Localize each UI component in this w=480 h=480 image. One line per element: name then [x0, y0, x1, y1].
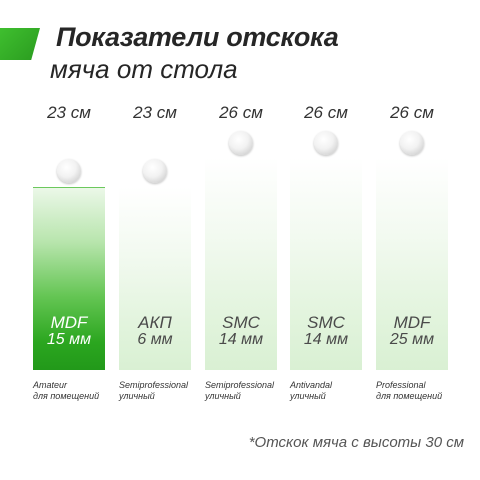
table-type-sublabel: для помещений [376, 391, 443, 401]
bounce-bar [376, 158, 448, 370]
ping-pong-ball-icon [57, 159, 81, 183]
ping-pong-ball-icon [314, 131, 338, 155]
page-title: Показатели отскока [56, 22, 339, 52]
thickness-label: 14 мм [218, 331, 264, 348]
material-label: АКП [138, 313, 172, 332]
bounce-height-label: 26 см [390, 103, 434, 122]
bounce-bar [119, 187, 191, 370]
thickness-label: 6 мм [137, 331, 173, 348]
thickness-label: 14 мм [303, 331, 349, 348]
page-subtitle: мяча от стола [50, 54, 238, 84]
table-type-sublabel: уличный [119, 391, 155, 401]
table-type-label: Semiprofessional [119, 380, 189, 390]
ping-pong-ball-icon [400, 131, 424, 155]
bounce-bar [33, 187, 105, 370]
table-type-sublabel: для помещений [33, 391, 100, 401]
bounce-height-label: 26 см [219, 103, 263, 122]
footnote: *Отскок мяча с высоты 30 см [248, 434, 464, 451]
column-3: 26 см SMC 14 мм Antivandal уличный [290, 0, 362, 480]
table-type-sublabel: уличный [205, 391, 241, 401]
bounce-height-label: 23 см [47, 103, 91, 122]
column-2: 26 см SMC 14 мм Semiprofessional уличный [205, 0, 277, 480]
table-type-label: Amateur [33, 380, 68, 390]
bounce-height-label: 23 см [133, 103, 177, 122]
material-label: MDF [50, 313, 88, 332]
column-4: 26 см MDF 25 мм Professional для помещен… [376, 0, 448, 480]
table-type-label: Antivandal [290, 380, 333, 390]
thickness-label: 15 мм [46, 331, 92, 348]
table-type-label: Semiprofessional [205, 380, 275, 390]
thickness-label: 25 мм [389, 331, 435, 348]
column-0: 23 см MDF 15 мм Amateur для помещений [33, 0, 105, 480]
ping-pong-ball-icon [229, 131, 253, 155]
material-label: SMC [307, 313, 345, 332]
table-type-sublabel: уличный [290, 391, 326, 401]
material-label: MDF [393, 313, 431, 332]
table-type-label: Professional [376, 380, 426, 390]
column-1: 23 см АКП 6 мм Semiprofessional уличный [119, 0, 191, 480]
bounce-height-label: 26 см [304, 103, 348, 122]
ping-pong-ball-icon [143, 159, 167, 183]
bounce-bar [290, 158, 362, 370]
material-label: SMC [222, 313, 260, 332]
bounce-bar [205, 158, 277, 370]
bar-top-line [33, 187, 105, 188]
